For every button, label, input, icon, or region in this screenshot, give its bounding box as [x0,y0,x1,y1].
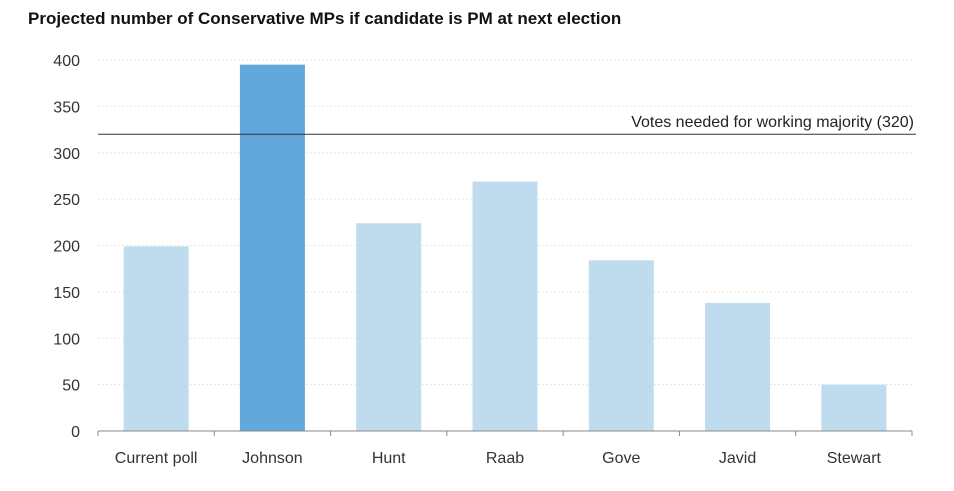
bar-javid [705,303,771,431]
x-tick-label-raab: Raab [486,450,524,467]
majority-reference-label: Votes needed for working majority (320) [631,114,914,131]
bar-johnson [239,64,305,431]
x-tick-label-current-poll: Current poll [115,450,198,467]
bar-gove [588,260,654,431]
x-tick-label-javid: Javid [719,450,756,467]
bar-hunt [356,223,422,431]
y-tick-label-400: 400 [53,53,80,70]
y-tick-label-250: 250 [53,192,80,209]
bar-raab [472,181,538,431]
x-tick-label-stewart: Stewart [827,450,882,467]
y-tick-label-100: 100 [53,331,80,348]
x-tick-label-johnson: Johnson [242,450,303,467]
x-tick-label-gove: Gove [602,450,640,467]
y-tick-label-150: 150 [53,285,80,302]
y-tick-label-300: 300 [53,146,80,163]
chart-title: Projected number of Conservative MPs if … [28,9,622,28]
y-tick-label-50: 50 [62,378,80,395]
bar-current-poll [123,246,189,431]
x-tick-label-hunt: Hunt [372,450,406,467]
y-tick-label-200: 200 [53,239,80,256]
bar-stewart [821,384,887,431]
y-tick-label-350: 350 [53,99,80,116]
y-tick-label-0: 0 [71,424,80,441]
